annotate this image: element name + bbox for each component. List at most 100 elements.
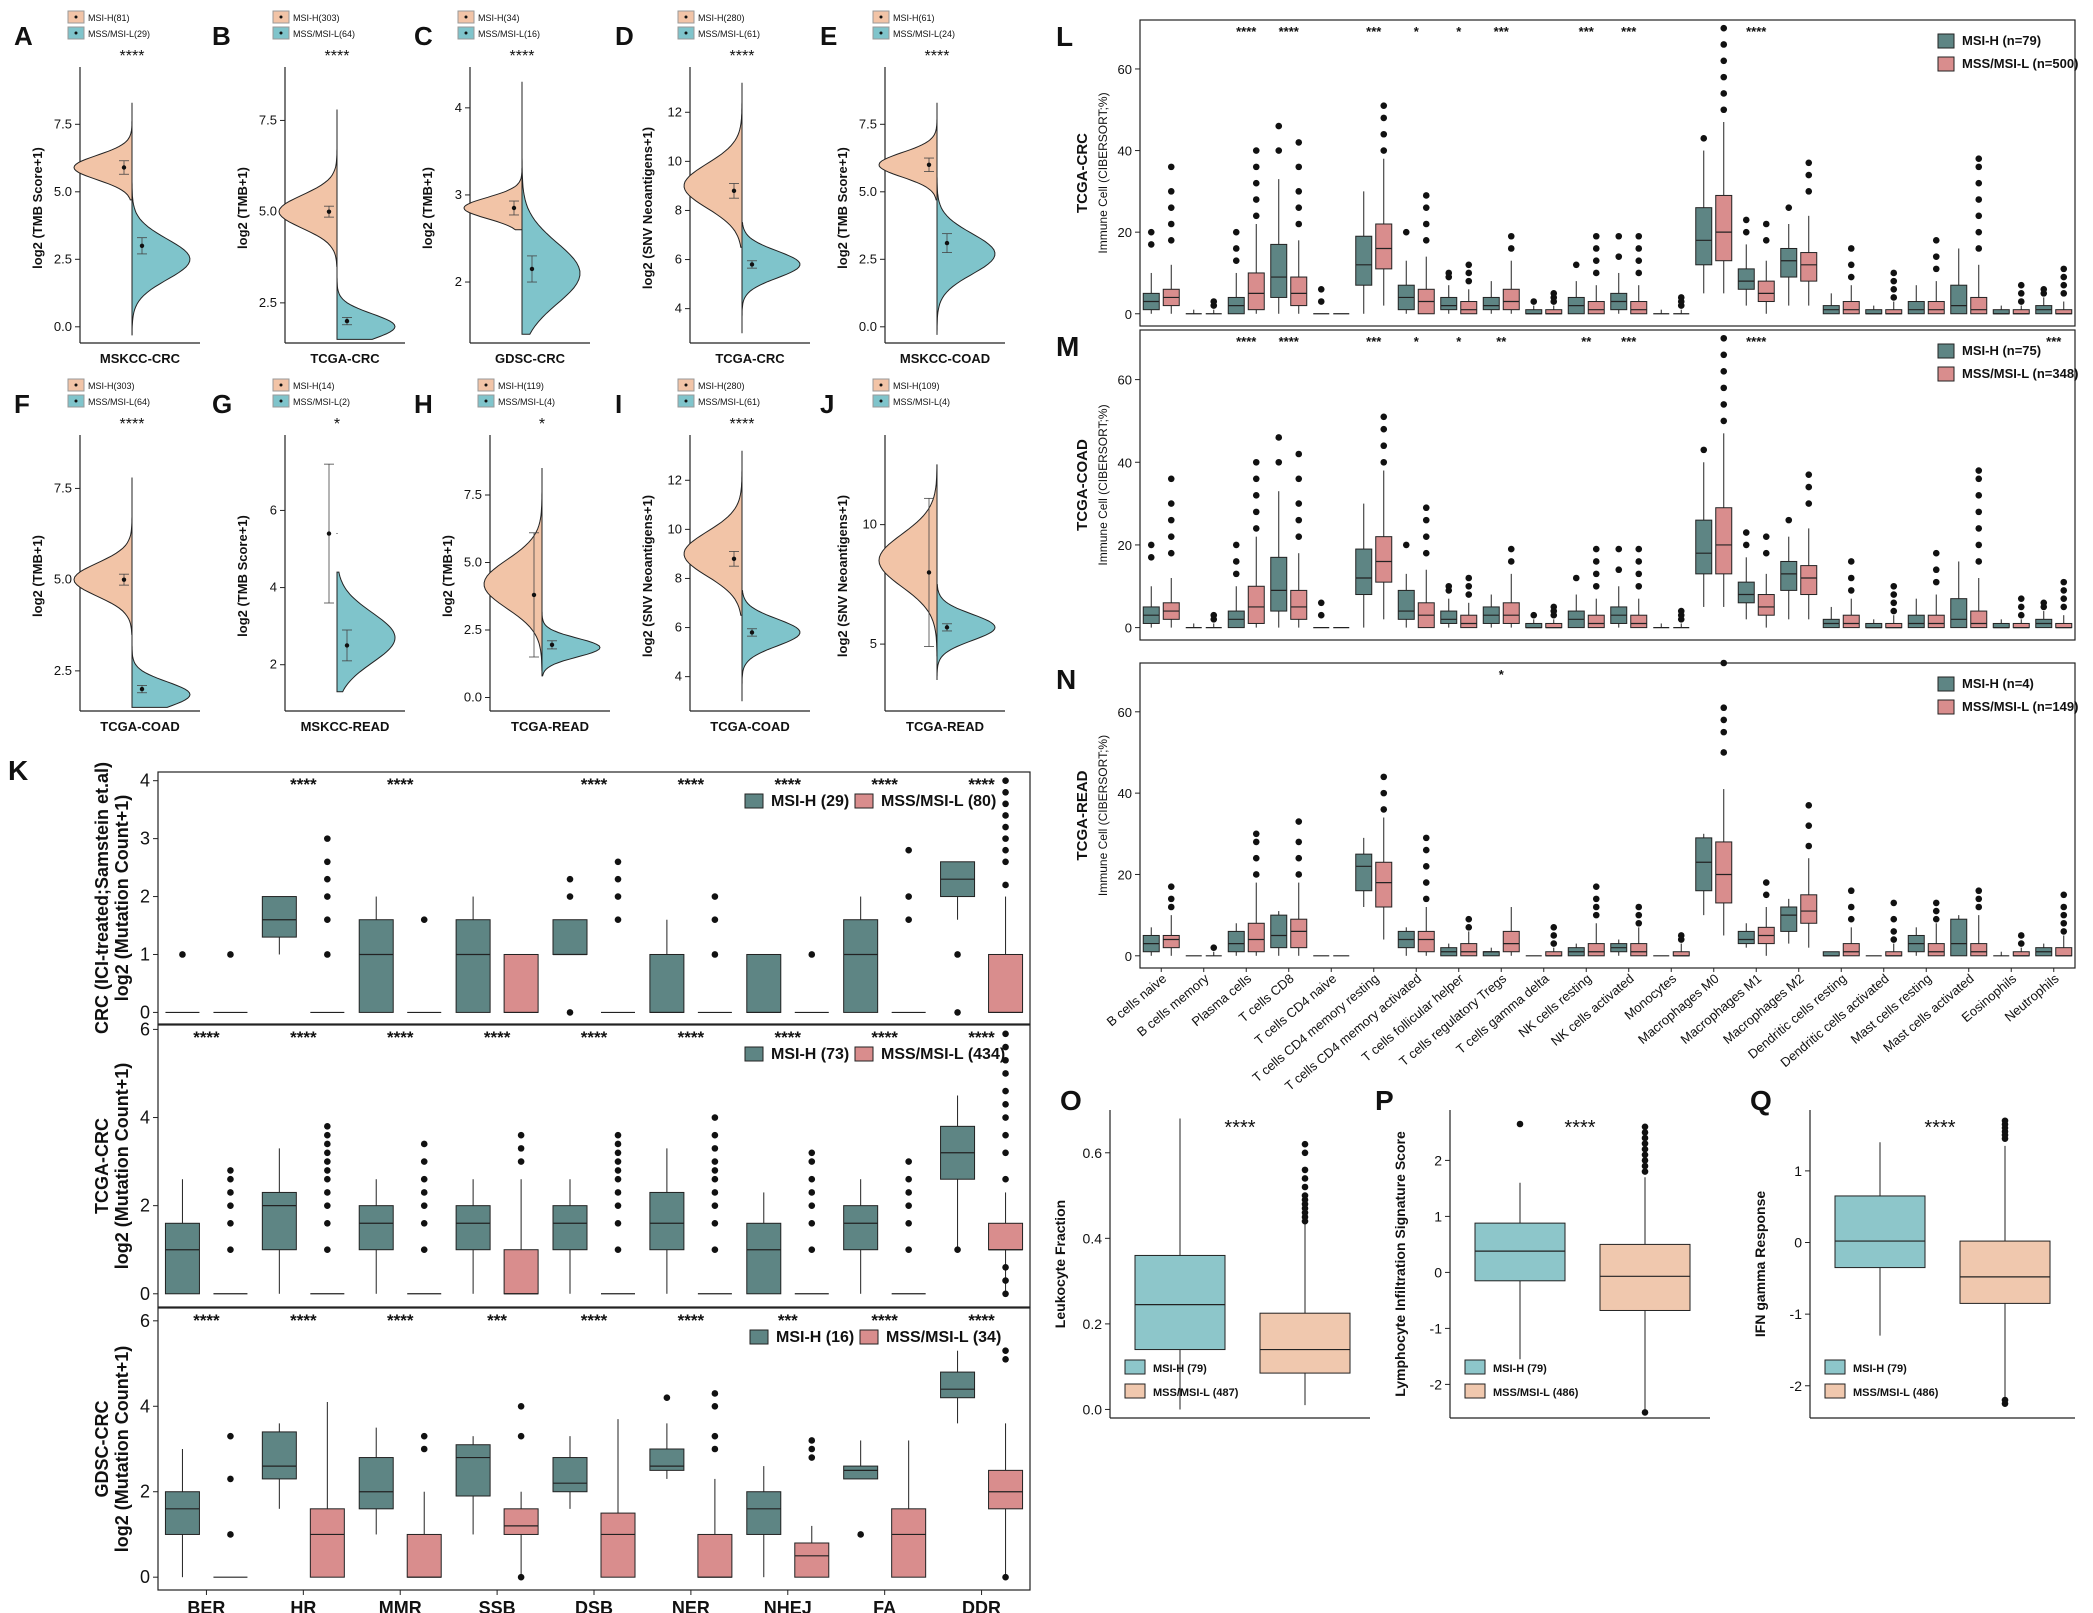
outlier-point [1445,582,1453,590]
outlier-point [1002,812,1009,819]
outlier-point [711,951,719,958]
outlier-point [1890,582,1898,590]
outlier-point [1167,188,1175,195]
outlier-point [517,1432,525,1440]
outlier-point [566,875,574,883]
outlier-point [1720,659,1728,667]
violin-msi [683,82,743,248]
legend-key-msi [744,1046,764,1062]
mean-marker-msi [119,160,129,175]
legend: MSI-H (29) MSS/MSI-L (80) [744,793,996,810]
box [891,1508,927,1578]
legend-label-msi: MSI-H(109) [893,381,940,391]
outlier-point [324,1175,331,1183]
outlier-point [1167,549,1175,557]
outlier-point [1762,237,1770,244]
legend: MSI-H (79) MSS/MSI-L (486) [1464,1359,1579,1399]
box [649,953,685,1013]
box [1842,614,1860,629]
outlier-point [1720,749,1728,756]
outlier-point [1720,417,1728,425]
category-FA: **** FA [843,1311,927,1613]
outlier-point [1002,1175,1009,1183]
mean-point [749,630,755,635]
legend-key-dot [74,15,78,19]
legend-label-msi: MSI-H (79) [1493,1363,1547,1375]
panel-letter: O [1060,1085,1082,1116]
outlier-point [614,1158,622,1165]
outlier-point [614,858,622,866]
y-tick-label: 0.0 [1083,1401,1103,1417]
outlier-point [1720,24,1728,32]
legend-label-mss: MSS/MSI-L (n=149) [1962,699,2078,714]
outlier-point [2017,932,2025,939]
outlier-point [1422,192,1430,199]
outlier-point [1530,298,1538,305]
mean-point [139,686,145,692]
outlier-point [1002,1087,1009,1095]
y-tick-label: 40 [1118,786,1132,801]
box [2055,622,2073,629]
legend-key-msi [1124,1359,1146,1375]
significance-label: *** [1621,334,1637,349]
outlier-point [1592,558,1600,565]
x-tick-label: NHEJ [764,1598,812,1613]
box [1290,276,1308,307]
legend-label-mss: MSS/MSI-L(61) [698,29,760,39]
y-tick-label: 10 [668,153,682,168]
outlier-point [614,1140,622,1148]
significance-label: **** [968,1028,995,1047]
outlier-point [1592,257,1600,265]
legend-label-msi: MSI-H (n=75) [1962,343,2041,358]
box [649,1448,685,1471]
category-neutrophils [2035,265,2073,315]
outlier-point [1847,903,1855,911]
category-NHEJ: **** [746,1028,829,1295]
outlier-point [1975,492,1983,499]
legend-key-dot [464,15,468,19]
outlier-point [1847,245,1855,252]
outlier-point [1445,269,1453,277]
box [455,1205,491,1251]
legend-key-dot [684,15,688,19]
outlier-point [614,1131,622,1139]
x-axis-title: MSKCC-CRC [100,351,181,366]
box [358,919,394,1013]
box [1460,301,1478,315]
significance-label: * [1414,334,1420,349]
outlier-point [711,1189,719,1196]
outlier-point [1301,1140,1309,1148]
category-t-cells-regulatory-tregs: *** [1482,24,1520,314]
outlier-point [2060,273,2068,281]
outlier-point [1002,858,1009,866]
outlier-point [1380,425,1388,433]
outlier-point [1641,1157,1649,1164]
outlier-point [1932,915,1940,923]
y-tick-label: 1 [1434,1208,1442,1224]
outlier-point [1592,903,1600,911]
outlier-point [1380,789,1388,797]
legend: MSI-H(61) MSS/MSI-L(24) [872,10,955,40]
outlier-point [905,1158,912,1165]
outlier-point [517,1158,525,1165]
y-tick-label: 20 [1118,538,1132,553]
significance-label: **** [290,775,317,794]
legend-key-dot [484,399,488,403]
box [1482,296,1500,311]
y-tick-label: 60 [1118,705,1132,720]
category-macrophages-m2 [1780,471,1818,620]
outlier-point [1615,253,1623,260]
outlier-point [227,1432,234,1440]
outlier-point [1635,558,1643,565]
outlier-point [1975,525,1983,532]
outlier-point [1932,566,1940,574]
outlier-point [2060,290,2068,297]
y-tick-label: 0 [140,1567,150,1587]
box [1885,309,1903,315]
y-tick-label: 0.6 [1083,1145,1103,1161]
x-tick-label: DDR [962,1598,1001,1613]
legend-key-msi [1937,33,1955,49]
violin-mss [541,576,601,677]
outlier-point [1975,155,1983,163]
panel-letter: J [820,389,834,419]
